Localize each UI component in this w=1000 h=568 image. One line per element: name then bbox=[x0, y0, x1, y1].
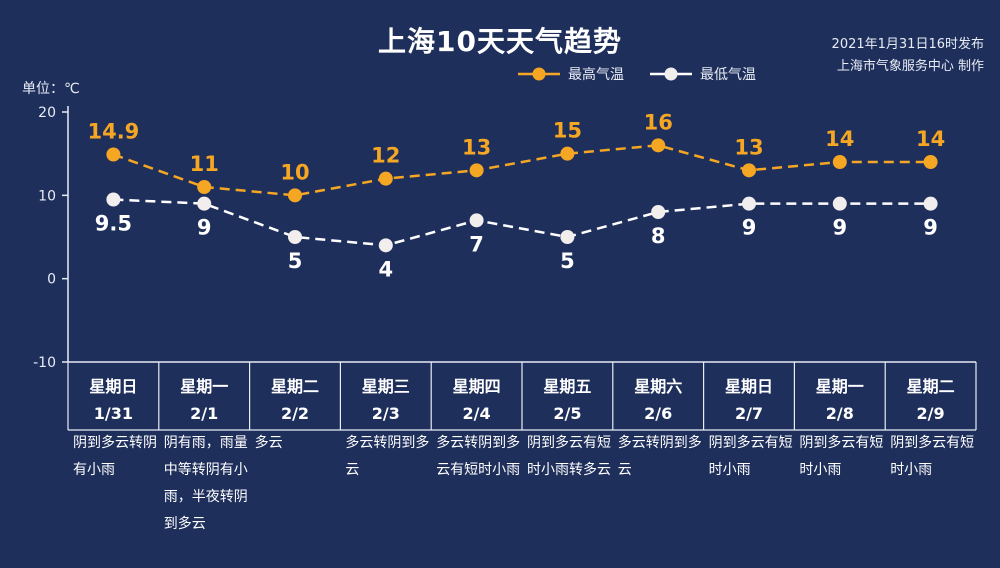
data-point-high bbox=[923, 155, 938, 169]
publish-info: 2021年1月31日16时发布 上海市气象服务中心 制作 bbox=[832, 34, 984, 78]
page-title: 上海10天天气趋势 bbox=[378, 25, 622, 58]
data-point-high bbox=[378, 171, 393, 186]
y-tick-label: 20 bbox=[38, 105, 56, 121]
date-label: 2/7 bbox=[735, 404, 763, 423]
legend-high-swatch bbox=[518, 67, 560, 81]
data-point-low bbox=[742, 196, 756, 211]
legend-high-label: 最高气温 bbox=[568, 67, 624, 83]
weekday-label: 星期三 bbox=[362, 377, 410, 396]
data-point-low bbox=[378, 238, 393, 253]
weather-description: 阴到多云转阴有小雨 bbox=[73, 435, 157, 478]
weather-description: 阴到多云有短时小雨 bbox=[890, 435, 975, 478]
data-point-high bbox=[288, 188, 302, 203]
data-point-high bbox=[469, 163, 484, 178]
data-label-high: 13 bbox=[462, 135, 491, 159]
data-point-low bbox=[197, 196, 212, 211]
data-label-high: 14 bbox=[916, 127, 945, 151]
data-point-high bbox=[742, 163, 756, 178]
data-point-low bbox=[288, 230, 302, 244]
data-point-low bbox=[651, 205, 666, 219]
data-label-low: 8 bbox=[651, 224, 666, 248]
data-label-high: 11 bbox=[190, 152, 219, 176]
data-label-low: 9 bbox=[923, 216, 938, 240]
data-label-low: 9 bbox=[742, 216, 757, 240]
data-label-low: 9 bbox=[197, 216, 212, 240]
chart-legend: 最高气温 最低气温 bbox=[518, 64, 782, 84]
y-tick-label: -10 bbox=[33, 355, 56, 371]
weekday-label: 星期五 bbox=[543, 377, 591, 396]
weekday-label: 星期二 bbox=[907, 377, 955, 396]
data-label-low: 7 bbox=[469, 232, 484, 256]
date-label: 2/8 bbox=[826, 404, 854, 423]
data-point-low bbox=[560, 230, 575, 244]
legend-low-label: 最低气温 bbox=[700, 67, 756, 83]
date-label: 2/5 bbox=[553, 404, 581, 423]
y-tick-label: 0 bbox=[47, 272, 56, 288]
data-point-high bbox=[197, 180, 212, 194]
date-label: 1/31 bbox=[94, 404, 133, 423]
series-line-high bbox=[112, 144, 931, 197]
date-label: 2/3 bbox=[372, 404, 400, 423]
weather-description: 阴有雨，雨量中等转阴有小雨，半夜转阴到多云 bbox=[163, 435, 248, 532]
publish-time: 2021年1月31日16时发布 bbox=[831, 37, 984, 52]
weekday-label: 星期六 bbox=[634, 377, 682, 396]
weekday-label: 星期四 bbox=[453, 377, 501, 396]
legend-item-high: 最高气温 bbox=[518, 64, 624, 84]
date-label: 2/2 bbox=[281, 404, 309, 423]
data-label-high: 14.9 bbox=[87, 120, 139, 144]
data-label-high: 15 bbox=[553, 119, 582, 143]
data-label-high: 12 bbox=[371, 144, 400, 168]
weather-description: 阴到多云有短时小雨 bbox=[799, 435, 884, 478]
date-label: 2/4 bbox=[463, 404, 491, 423]
weekday-label: 星期日 bbox=[89, 377, 137, 396]
data-point-high bbox=[560, 146, 575, 161]
legend-item-low: 最低气温 bbox=[650, 64, 756, 84]
weather-description: 多云转阴到多云 bbox=[617, 435, 702, 478]
data-point-low bbox=[832, 196, 847, 211]
data-point-low bbox=[923, 196, 938, 211]
data-label-high: 14 bbox=[825, 127, 854, 151]
weekday-label: 星期一 bbox=[816, 377, 864, 396]
data-point-high bbox=[651, 138, 666, 153]
date-label: 2/1 bbox=[190, 404, 218, 423]
date-label: 2/6 bbox=[644, 404, 672, 423]
legend-low-swatch bbox=[650, 67, 692, 81]
weekday-label: 星期日 bbox=[725, 377, 773, 396]
date-label: 2/9 bbox=[917, 404, 945, 423]
weekday-label: 星期一 bbox=[180, 377, 228, 396]
weather-description: 多云转阴到多云有短时小雨 bbox=[436, 435, 521, 478]
data-label-high: 16 bbox=[644, 110, 673, 134]
data-point-high bbox=[832, 155, 847, 169]
data-point-low bbox=[469, 213, 484, 228]
data-label-high: 10 bbox=[280, 160, 309, 184]
data-point-low bbox=[106, 192, 121, 207]
publisher: 上海市气象服务中心 制作 bbox=[836, 59, 984, 74]
weather-description: 多云转阴到多云 bbox=[345, 435, 430, 478]
series-line-low bbox=[113, 198, 931, 247]
data-label-low: 9.5 bbox=[95, 212, 132, 236]
weather-description: 阴到多云有短时小雨转多云 bbox=[527, 435, 611, 478]
weather-description: 阴到多云有短时小雨 bbox=[708, 435, 793, 478]
y-tick-label: 10 bbox=[38, 188, 56, 204]
data-label-low: 4 bbox=[378, 257, 393, 281]
data-point-high bbox=[106, 147, 121, 162]
data-label-low: 5 bbox=[560, 249, 575, 273]
data-label-low: 5 bbox=[288, 249, 303, 273]
y-axis-unit: 单位：℃ bbox=[22, 81, 80, 97]
weather-description: 多云 bbox=[254, 435, 283, 451]
data-label-high: 13 bbox=[734, 135, 763, 159]
data-label-low: 9 bbox=[832, 216, 847, 240]
weekday-label: 星期二 bbox=[271, 377, 319, 396]
